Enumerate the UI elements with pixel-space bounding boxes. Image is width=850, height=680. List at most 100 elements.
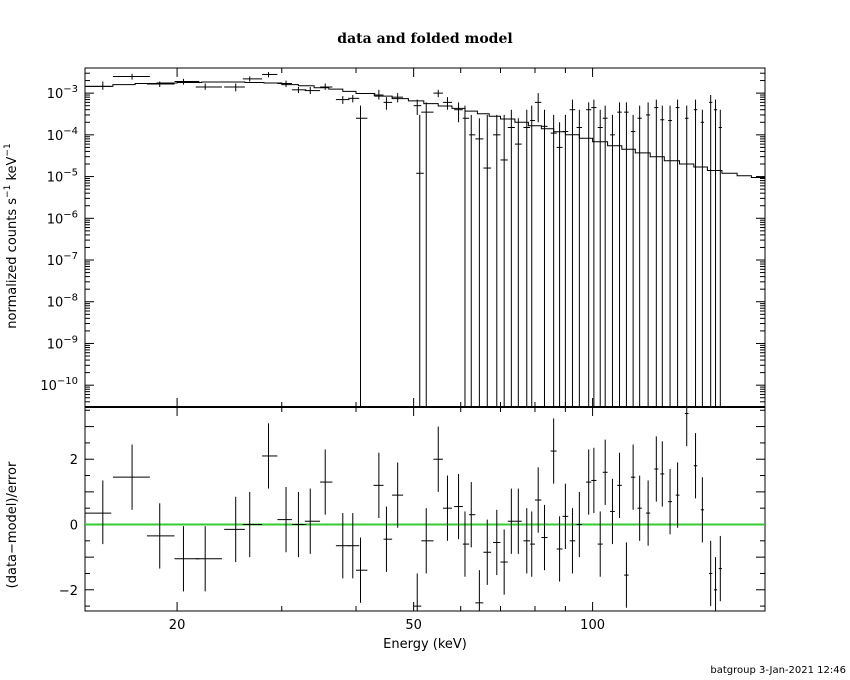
residual-point <box>421 508 434 574</box>
data-point <box>556 122 563 407</box>
residual-point <box>654 436 659 502</box>
residual-point <box>174 526 200 592</box>
y-axis-label-main: normalized counts s−1 keV−1 <box>3 143 20 328</box>
residual-point <box>112 444 150 510</box>
residual-point <box>304 488 321 554</box>
residual-point <box>475 570 484 611</box>
data-point <box>630 114 636 407</box>
residual-point <box>85 480 112 545</box>
residual-point <box>684 407 689 447</box>
residual-point <box>541 504 548 571</box>
data-point <box>668 105 672 407</box>
residual-point <box>646 480 651 546</box>
data-point <box>654 99 659 407</box>
residual-point <box>610 478 615 545</box>
data-point <box>597 109 603 407</box>
residual-point <box>668 469 672 535</box>
data-point <box>693 99 698 407</box>
y-axis-label-residuals: (data−model)/error <box>5 461 20 588</box>
residual-point <box>713 557 718 611</box>
data-point <box>700 109 705 407</box>
data-point <box>262 72 278 78</box>
data-point <box>146 81 175 88</box>
data-point <box>442 97 452 110</box>
data-point <box>562 114 569 407</box>
residual-point <box>602 439 608 505</box>
residual-point <box>693 433 698 499</box>
data-point <box>304 87 321 95</box>
data-point <box>195 83 222 90</box>
data-point <box>541 109 548 407</box>
residual-point <box>383 506 393 572</box>
data-point <box>373 89 384 100</box>
residual-point <box>660 441 665 507</box>
residual-point <box>224 496 245 563</box>
y-tick-label: 10−9 <box>47 334 78 352</box>
residual-point <box>718 535 722 602</box>
data-point <box>433 89 443 98</box>
data-point <box>591 99 597 407</box>
data-point <box>500 114 508 407</box>
data-point <box>718 109 722 407</box>
data-point <box>413 99 422 115</box>
data-point <box>348 95 360 103</box>
residual-point <box>556 516 563 582</box>
plot-frame <box>84 406 766 612</box>
residual-point <box>454 473 463 540</box>
y-tick-label: 10−6 <box>47 209 78 227</box>
x-axis-label: Energy (keV) <box>383 637 467 652</box>
data-point <box>610 114 615 407</box>
y-tick-label: 10−8 <box>47 293 78 311</box>
data-point <box>530 105 535 407</box>
data-point <box>421 102 434 407</box>
residual-point <box>630 444 636 510</box>
residual-point <box>500 529 508 595</box>
residual-point <box>550 418 557 484</box>
residual-point <box>507 488 515 554</box>
residual-point <box>576 491 583 558</box>
residual-point <box>462 511 470 577</box>
data-point <box>242 76 263 82</box>
x-tick-label: 20 <box>169 618 186 633</box>
y-tick-label: 10−7 <box>47 251 78 269</box>
y-tick-label: 2 <box>70 453 78 468</box>
y-tick-label: 0 <box>70 519 78 534</box>
residual-point <box>586 449 592 515</box>
chart-title: data and folded model <box>337 31 512 47</box>
footer-stamp: batgroup 3-Jan-2021 12:46 <box>710 665 846 676</box>
data-point <box>383 97 393 110</box>
y-tick-label: 10−10 <box>40 376 78 394</box>
data-point <box>507 109 515 407</box>
residual-point <box>523 508 531 574</box>
residual-point <box>709 540 713 607</box>
residual-point <box>413 573 422 611</box>
residual-point <box>591 447 597 514</box>
residual-point <box>469 482 476 548</box>
residual-point <box>514 488 522 554</box>
residual-point <box>242 491 263 558</box>
data-point <box>660 105 665 407</box>
data-point <box>493 114 501 407</box>
data-point <box>684 105 689 407</box>
data-point <box>617 102 622 407</box>
data-point <box>514 118 522 407</box>
data-point <box>646 102 651 407</box>
data-point <box>454 102 463 123</box>
data-point <box>713 99 718 407</box>
data-point <box>483 114 492 407</box>
data-point <box>602 105 608 407</box>
residual-point <box>493 509 501 576</box>
residual-point <box>569 508 576 574</box>
y-tick-label: 10−3 <box>47 84 78 102</box>
residual-point <box>433 426 443 492</box>
data-point <box>320 83 333 90</box>
data-point <box>523 109 531 407</box>
data-point <box>534 93 542 123</box>
data-point <box>277 80 292 88</box>
data-point <box>85 81 112 90</box>
residual-point <box>356 537 368 603</box>
data-point <box>224 83 245 92</box>
residual-point <box>597 511 603 577</box>
